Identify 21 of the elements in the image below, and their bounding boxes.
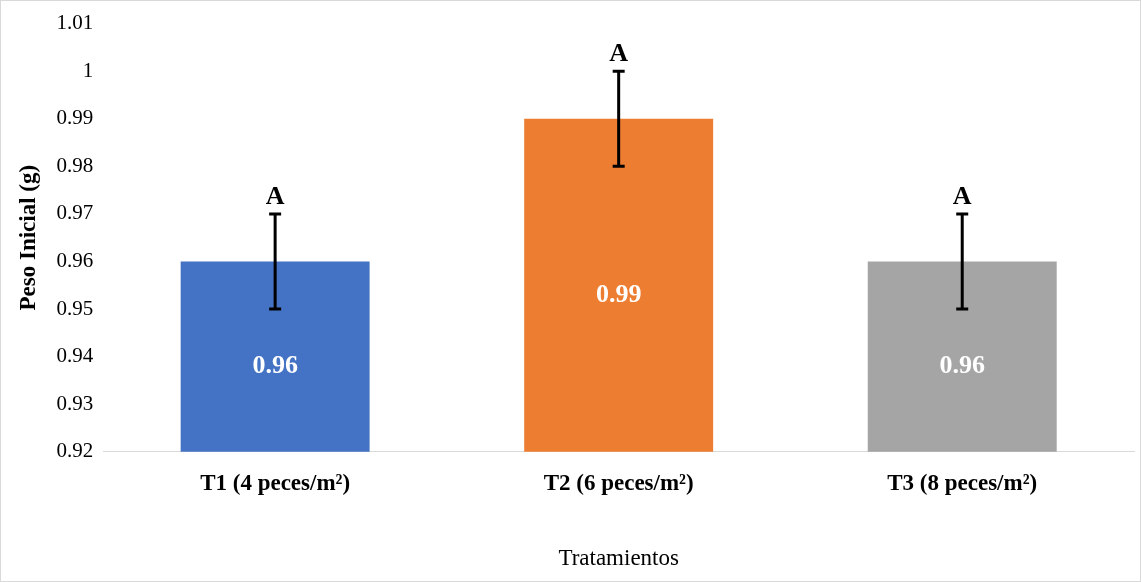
y-tick-label: 0.99 — [56, 105, 94, 130]
y-tick-label: 1.01 — [56, 10, 94, 35]
y-tick-label: 1 — [82, 57, 94, 82]
y-tick-label: 0.92 — [56, 438, 94, 463]
y-tick-label: 0.94 — [56, 343, 94, 368]
y-tick-label: 0.98 — [56, 152, 94, 177]
x-tick-label: T1 (4 peces/m²) — [200, 469, 351, 495]
data-label: 0.99 — [595, 279, 642, 308]
y-tick-label: 0.97 — [56, 200, 94, 225]
annotation: A — [265, 180, 285, 210]
y-axis-title: Peso Inicial (g) — [14, 164, 40, 311]
data-label: 0.96 — [252, 350, 298, 380]
y-tick-label: 0.95 — [56, 295, 94, 320]
annotation: A — [952, 180, 972, 210]
x-axis-title: Tratamientos — [558, 545, 679, 571]
annotation: A — [609, 37, 629, 67]
x-tick-label: T3 (8 peces/m²) — [887, 469, 1038, 495]
data-label: 0.96 — [939, 350, 985, 380]
y-tick-label: 0.96 — [56, 248, 94, 272]
y-tick-label: 0.93 — [56, 390, 94, 415]
x-tick-label: T2 (6 peces/m²) — [543, 469, 694, 495]
